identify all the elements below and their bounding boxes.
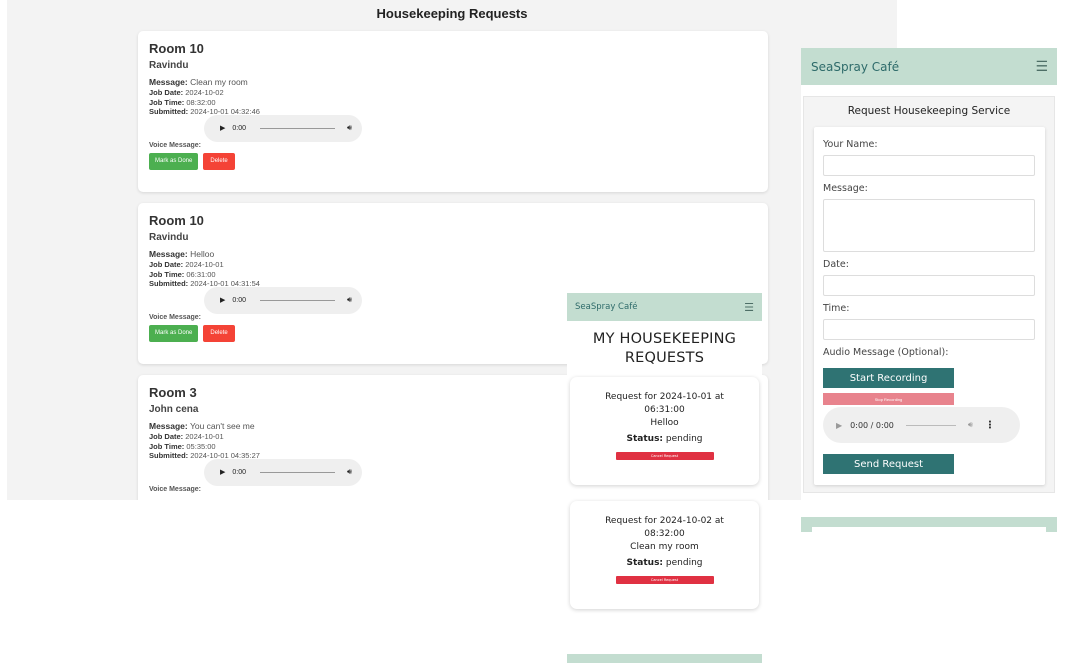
footer-card	[812, 527, 1046, 532]
request-message: Message: Helloo	[149, 249, 215, 259]
audio-progress[interactable]	[260, 127, 335, 129]
cancel-request-button[interactable]: Cancel Request	[615, 576, 714, 584]
request-time: 06:31:00	[644, 405, 685, 415]
job-time: Job Time: 06:31:00	[149, 269, 216, 279]
audio-progress[interactable]	[905, 424, 956, 426]
voice-message-label: Voice Message:	[149, 141, 202, 149]
message-label: Message:	[823, 183, 868, 194]
my-requests-panel: SeaSpray Café ☰ MY HOUSEKEEPING REQUESTS…	[567, 293, 762, 663]
voice-message-label: Voice Message:	[149, 313, 202, 321]
room-number: Room 3	[149, 385, 197, 400]
request-time: 08:32:00	[644, 529, 685, 539]
request-message: Clean my room	[630, 542, 699, 552]
audio-time: 0:00	[232, 468, 247, 476]
message-input[interactable]	[823, 199, 1035, 252]
request-message: Message: Clean my room	[149, 77, 248, 87]
guest-name: Ravindu	[149, 60, 189, 71]
request-message: Message: You can't see me	[149, 421, 255, 431]
cancel-request-button[interactable]: Cancel Request	[615, 452, 714, 460]
request-date: Request for 2024-10-02 at	[605, 516, 724, 526]
navbar: SeaSpray Café ☰	[801, 48, 1057, 85]
hamburger-icon[interactable]: ☰	[744, 300, 754, 314]
my-request-card: Request for 2024-10-02 at 08:32:00 Clean…	[570, 501, 759, 609]
navbar: SeaSpray Café ☰	[567, 293, 762, 321]
voice-message-row: Voice Message: ▶ 0:00 🔊︎	[149, 286, 757, 322]
job-date: Job Date: 2024-10-02	[149, 88, 224, 97]
send-request-button[interactable]: Send Request	[823, 454, 954, 474]
hamburger-icon[interactable]: ☰	[1035, 58, 1048, 75]
volume-icon[interactable]: 🔊︎	[346, 467, 353, 476]
play-icon[interactable]: ▶	[836, 420, 843, 430]
room-number: Room 10	[149, 213, 204, 228]
my-request-card: Request for 2024-10-01 at 06:31:00 Hello…	[570, 377, 759, 485]
job-date: Job Date: 2024-10-01	[149, 260, 224, 269]
date-label: Date:	[823, 259, 849, 270]
play-icon[interactable]: ▶	[220, 125, 226, 132]
mark-done-button[interactable]: Mark as Done	[149, 324, 199, 342]
play-icon[interactable]: ▶	[220, 469, 226, 476]
stop-recording-button[interactable]: Stop Recording	[823, 393, 954, 405]
audio-player[interactable]: ▶ 0:00 🔊︎	[204, 458, 363, 486]
submitted-time: Submitted: 2024-10-01 04:31:54	[149, 279, 260, 288]
time-label: Time:	[823, 303, 850, 314]
more-options-icon[interactable]: ⋮	[984, 419, 995, 431]
name-input[interactable]	[823, 155, 1035, 176]
page-title: MY HOUSEKEEPING REQUESTS	[592, 331, 737, 366]
audio-progress[interactable]	[260, 471, 335, 473]
guest-name: John cena	[149, 404, 199, 415]
guest-name: Ravindu	[149, 232, 189, 243]
room-number: Room 10	[149, 41, 204, 56]
volume-icon[interactable]: 🔊︎	[346, 123, 353, 132]
mark-done-button[interactable]: Mark as Done	[149, 152, 199, 170]
audio-label: Audio Message (Optional):	[823, 347, 949, 358]
request-status: Status: pending	[626, 558, 703, 568]
brand-logo[interactable]: SeaSpray Café	[575, 302, 638, 312]
submitted-time: Submitted: 2024-10-01 04:35:27	[149, 451, 260, 460]
job-time: Job Time: 08:32:00	[149, 97, 216, 107]
play-icon[interactable]: ▶	[220, 297, 226, 304]
audio-time: 0:00	[232, 296, 247, 304]
footer-bar	[567, 654, 762, 663]
audio-time: 0:00	[232, 124, 247, 132]
request-message: Helloo	[650, 418, 679, 428]
form-heading: Request Housekeeping Service	[847, 105, 1011, 117]
name-label: Your Name:	[823, 139, 878, 150]
request-form-panel: SeaSpray Café ☰ Request Housekeeping Ser…	[801, 48, 1057, 532]
delete-button[interactable]: Delete	[203, 152, 235, 170]
brand-logo[interactable]: SeaSpray Café	[811, 59, 900, 74]
audio-player[interactable]: ▶ 0:00 / 0:00 🔊︎ ⋮	[823, 407, 1020, 443]
request-card: Room 10 Ravindu Message: Clean my room J…	[138, 31, 768, 192]
submitted-time: Submitted: 2024-10-01 04:32:46	[149, 107, 260, 116]
audio-progress[interactable]	[260, 299, 335, 301]
voice-message-row: Voice Message: ▶ 0:00 🔊︎	[149, 458, 757, 494]
request-date: Request for 2024-10-01 at	[605, 392, 724, 402]
voice-message-label: Voice Message:	[149, 485, 202, 493]
voice-message-row: Voice Message: ▶ 0:00 🔊︎	[149, 114, 757, 150]
volume-icon[interactable]: 🔊︎	[967, 420, 973, 429]
job-time: Job Time: 05:35:00	[149, 441, 216, 451]
job-date: Job Date: 2024-10-01	[149, 432, 224, 441]
request-form: Your Name: Message: Date: Time: Audio Me…	[814, 127, 1045, 485]
request-card: Room 10 Ravindu Message: Helloo Job Date…	[138, 203, 768, 364]
form-container: Request Housekeeping Service Your Name: …	[803, 96, 1055, 493]
admin-requests-panel: Housekeeping Requests Room 10 Ravindu Me…	[7, 0, 897, 500]
audio-player[interactable]: ▶ 0:00 🔊︎	[204, 286, 363, 314]
audio-player[interactable]: ▶ 0:00 🔊︎	[204, 114, 363, 142]
start-recording-button[interactable]: Start Recording	[823, 368, 954, 388]
page-title: Housekeeping Requests	[376, 6, 528, 21]
date-input[interactable]	[823, 275, 1035, 296]
time-input[interactable]	[823, 319, 1035, 340]
request-status: Status: pending	[626, 434, 703, 444]
volume-icon[interactable]: 🔊︎	[346, 295, 353, 304]
delete-button[interactable]: Delete	[203, 324, 235, 342]
audio-time: 0:00 / 0:00	[850, 420, 894, 430]
